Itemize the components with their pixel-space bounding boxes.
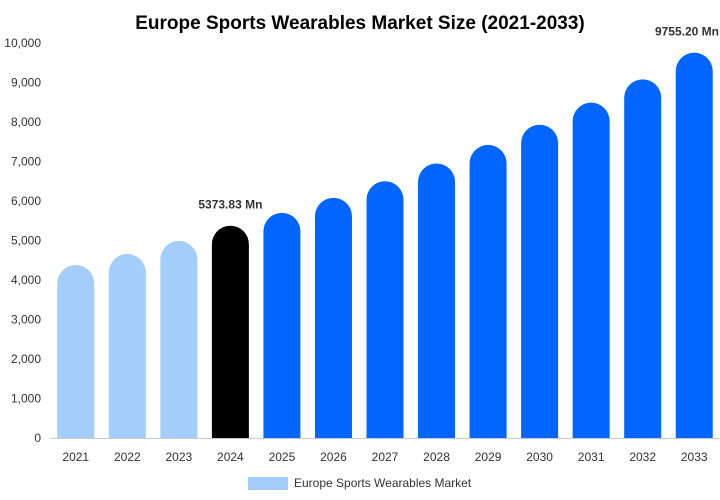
- bar-2021[interactable]: [57, 264, 95, 438]
- x-tick-label: 2030: [526, 450, 553, 464]
- y-tick-label: 0: [34, 431, 41, 445]
- y-tick-label: 2,000: [11, 352, 41, 366]
- y-tick-label: 5,000: [11, 234, 41, 248]
- x-tick-label: 2031: [578, 450, 605, 464]
- bar-2024[interactable]: [211, 225, 249, 438]
- data-label-2033: 9755.20 Mn: [655, 25, 719, 39]
- bar-2033[interactable]: [675, 52, 713, 438]
- bar-2027[interactable]: [366, 181, 404, 438]
- bars: [57, 52, 713, 438]
- bar-2030[interactable]: [521, 124, 559, 438]
- y-tick-label: 3,000: [11, 313, 41, 327]
- bar-2029[interactable]: [469, 144, 507, 438]
- legend[interactable]: Europe Sports Wearables Market: [248, 476, 472, 490]
- y-tick-label: 1,000: [11, 392, 41, 406]
- bar-2032[interactable]: [624, 79, 662, 438]
- x-tick-label: 2025: [269, 450, 296, 464]
- legend-swatch: [248, 477, 288, 490]
- legend-label: Europe Sports Wearables Market: [294, 476, 472, 490]
- y-tick-label: 4,000: [11, 273, 41, 287]
- bar-2026[interactable]: [314, 197, 352, 438]
- y-axis: 0 1,000 2,000 3,000 4,000 5,000 6,000 7,000 8,00…: [4, 36, 41, 445]
- x-tick-label: 2023: [165, 450, 192, 464]
- x-tick-label: 2029: [475, 450, 502, 464]
- x-tick-label: 2022: [114, 450, 141, 464]
- data-label-2024: 5373.83 Mn: [198, 198, 262, 212]
- bar-2028[interactable]: [418, 163, 456, 438]
- y-tick-label: 10,000: [4, 36, 41, 50]
- bar-2025[interactable]: [263, 212, 301, 438]
- annotations: 5373.83 Mn 9755.20 Mn: [198, 25, 719, 212]
- x-tick-label: 2033: [681, 450, 708, 464]
- x-tick-label: 2028: [423, 450, 450, 464]
- x-tick-label: 2024: [217, 450, 244, 464]
- y-tick-label: 8,000: [11, 115, 41, 129]
- x-tick-label: 2026: [320, 450, 347, 464]
- y-tick-label: 6,000: [11, 194, 41, 208]
- bar-2031[interactable]: [572, 102, 610, 438]
- x-tick-label: 2021: [62, 450, 89, 464]
- y-tick-label: 9,000: [11, 76, 41, 90]
- chart-title: Europe Sports Wearables Market Size (202…: [135, 13, 585, 34]
- y-tick-label: 7,000: [11, 155, 41, 169]
- x-tick-label: 2027: [372, 450, 399, 464]
- bar-2023[interactable]: [160, 240, 198, 438]
- x-tick-label: 2032: [629, 450, 656, 464]
- bar-2022[interactable]: [108, 253, 146, 438]
- x-axis: 2021 2022 2023 2024 2025 2026 2027 2028 2029 2030…: [50, 438, 720, 464]
